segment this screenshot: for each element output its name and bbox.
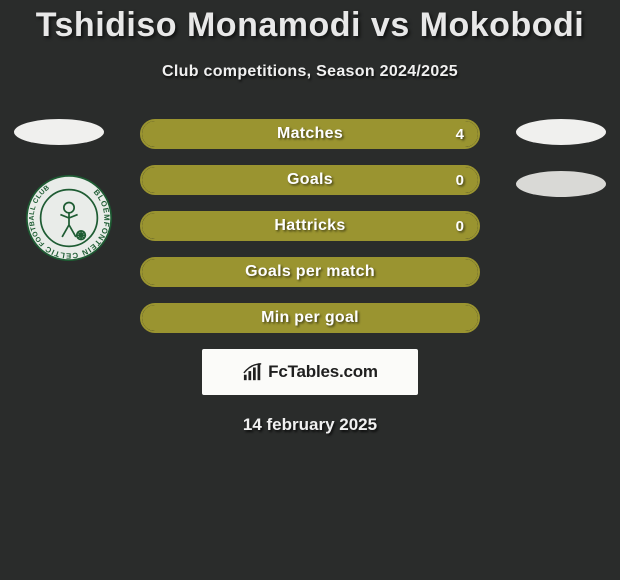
player-right-photo-placeholder: [516, 119, 606, 145]
stat-bar-value: 0: [456, 167, 464, 193]
brand-badge: FcTables.com: [202, 349, 418, 395]
stat-bar-row: Goals per match: [140, 257, 480, 287]
brand-chart-icon: [242, 362, 264, 382]
club-left-crest: BLOEMFONTEIN CELTIC FOOTBALL CLUB: [26, 175, 112, 261]
stat-bar-row: Hattricks0: [140, 211, 480, 241]
stat-bar-row: Min per goal: [140, 303, 480, 333]
club-right-crest-placeholder: [516, 171, 606, 197]
stat-bar-label: Matches: [142, 121, 478, 147]
stat-bar-row: Matches4: [140, 119, 480, 149]
player-left-photo-placeholder: [14, 119, 104, 145]
stat-bar-value: 4: [456, 121, 464, 147]
page-title: Tshidiso Monamodi vs Mokobodi: [0, 0, 620, 45]
subtitle: Club competitions, Season 2024/2025: [0, 63, 620, 81]
snapshot-date: 14 february 2025: [0, 415, 620, 435]
stat-bar-label: Goals: [142, 167, 478, 193]
brand-text: FcTables.com: [268, 362, 378, 382]
stat-bar-row: Goals0: [140, 165, 480, 195]
comparison-content: BLOEMFONTEIN CELTIC FOOTBALL CLUB Matche…: [0, 119, 620, 435]
stat-bars: Matches4Goals0Hattricks0Goals per matchM…: [140, 119, 480, 333]
stat-bar-label: Hattricks: [142, 213, 478, 239]
stat-bar-label: Min per goal: [142, 305, 478, 331]
stat-bar-value: 0: [456, 213, 464, 239]
stat-bar-label: Goals per match: [142, 259, 478, 285]
bloemfontein-celtic-crest-icon: BLOEMFONTEIN CELTIC FOOTBALL CLUB: [26, 175, 112, 261]
